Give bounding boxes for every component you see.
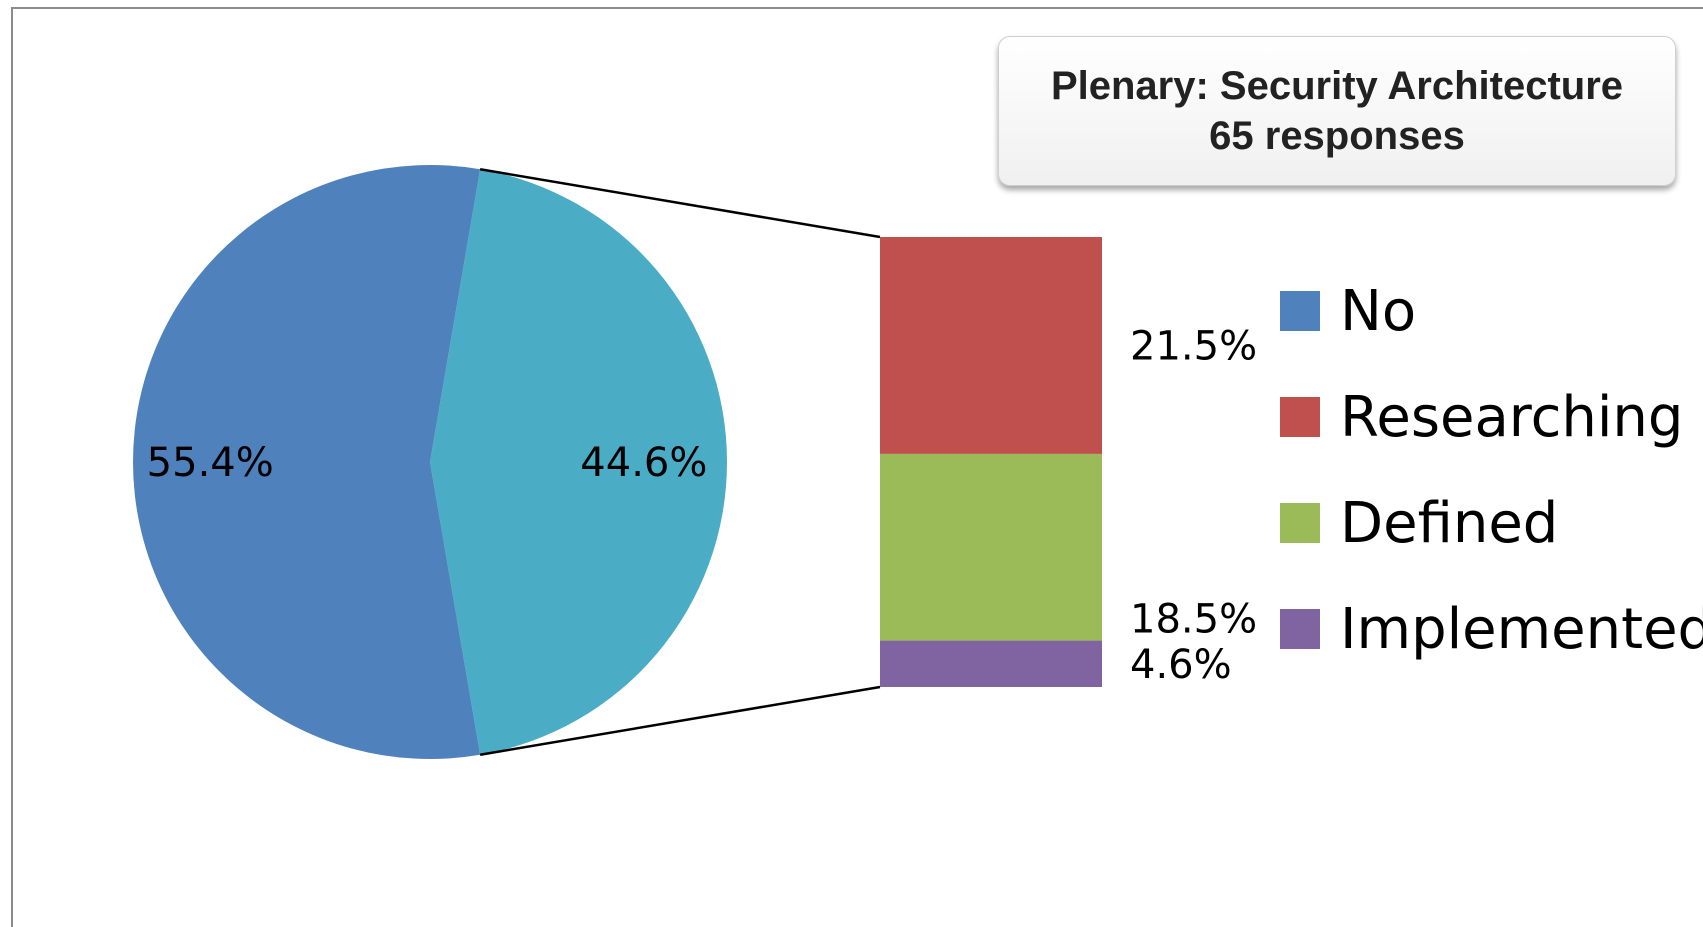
connector-line-bottom	[479, 685, 881, 756]
bar-group	[880, 237, 1102, 687]
chart-title-box: Plenary: Security Architecture 65 respon…	[998, 36, 1676, 186]
data-labels: 44.6% 55.4% 21.5% 18.5%4.6%	[147, 323, 1257, 687]
bar-label-defined: 18.5%	[1130, 597, 1257, 643]
pie-slice-other	[430, 169, 727, 755]
pie-group	[132, 164, 727, 760]
bar-label-researching: 21.5%	[1130, 323, 1257, 369]
legend-swatch-defined	[1280, 503, 1320, 543]
bar-segment-researching	[880, 237, 1102, 454]
bar-label-implemented: 4.6%	[1130, 642, 1232, 688]
legend-item-no: No	[1280, 258, 1703, 364]
legend-label-defined: Defined	[1340, 490, 1559, 556]
chart-frame	[11, 7, 1703, 927]
legend-item-implemented: Implemented	[1280, 576, 1703, 682]
legend-swatch-researching	[1280, 397, 1320, 437]
legend-label-researching: Researching	[1340, 384, 1684, 450]
connector-line-top	[479, 168, 881, 239]
legend-item-researching: Researching	[1280, 364, 1703, 470]
pie-label-no: 55.4%	[147, 440, 274, 486]
legend-label-implemented: Implemented	[1340, 596, 1703, 662]
connector-lines	[479, 168, 881, 756]
legend: No Researching Defined Implemented	[1280, 258, 1703, 682]
bar-segment-implemented	[880, 640, 1102, 687]
legend-swatch-no	[1280, 291, 1320, 331]
legend-label-no: No	[1340, 278, 1417, 344]
bar-segment-defined	[880, 453, 1102, 641]
legend-item-defined: Defined	[1280, 470, 1703, 576]
pie-label-other: 44.6%	[580, 440, 707, 486]
pie-slice-no	[132, 164, 481, 760]
legend-swatch-implemented	[1280, 609, 1320, 649]
chart-subtitle: 65 responses	[1209, 114, 1465, 158]
chart-title: Plenary: Security Architecture	[1050, 64, 1624, 108]
